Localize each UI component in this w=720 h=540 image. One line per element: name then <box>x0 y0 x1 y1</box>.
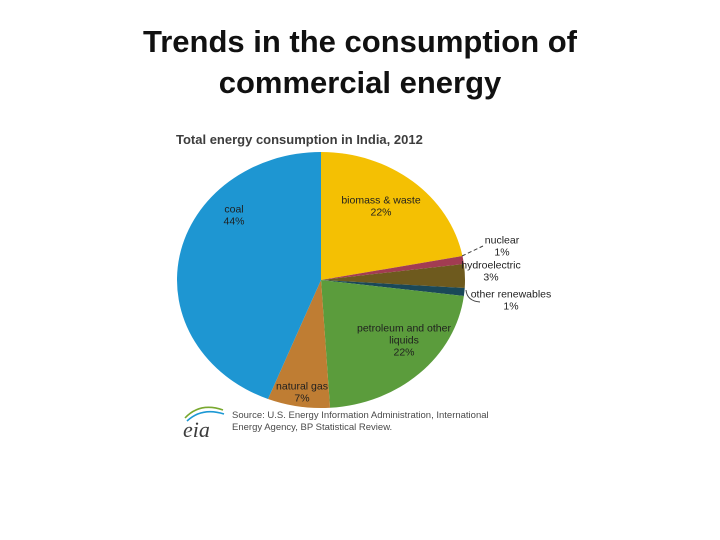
pie-label-coal: coal 44% <box>223 203 245 227</box>
pie-slice-coal <box>177 152 321 400</box>
source-note: Source: U.S. Energy Information Administ… <box>232 410 489 433</box>
pie-slice-natural-gas <box>267 280 331 409</box>
pie-slice-hydroelectric <box>321 263 466 289</box>
pie-slice-biomass-waste <box>321 152 463 280</box>
pie-slice-nuclear <box>321 256 464 280</box>
pie-label-nuclear: nuclear 1% <box>484 234 520 258</box>
eia-logo-swoosh-green <box>184 406 224 419</box>
energy-pie-chart: Total energy consumption in India, 2012 … <box>150 125 590 455</box>
slide-title: Trends in the consumption of commercial … <box>0 0 720 104</box>
slide-title-line2: commercial energy <box>218 64 502 100</box>
chart-title: Total energy consumption in India, 2012 <box>176 132 423 147</box>
eia-logo: eia <box>181 401 227 443</box>
pie-chart-svg <box>177 152 484 409</box>
pie-slice-petroleum-and-other-liquids <box>321 280 464 408</box>
eia-logo-swoosh-blue <box>186 410 225 422</box>
pie-label-hydroelectric: hydroelectric 3% <box>461 259 521 283</box>
leader-line-other-renewables <box>465 289 481 303</box>
eia-logo-graphic: eia <box>183 406 225 442</box>
pie-label-natural-gas: natural gas 7% <box>276 380 328 404</box>
pie-label-petroleum: petroleum and other liquids 22% <box>357 322 451 358</box>
slide-title-line1: Trends in the consumption of <box>143 24 577 59</box>
pie-slice-other-renewables <box>321 280 465 297</box>
eia-logo-text: eia <box>183 417 210 442</box>
pie-label-biomass-waste: biomass & waste 22% <box>341 194 421 218</box>
pie-slices <box>177 152 466 409</box>
leader-line-nuclear <box>461 245 484 257</box>
pie-label-other-renewables: other renewables 1% <box>470 288 552 312</box>
